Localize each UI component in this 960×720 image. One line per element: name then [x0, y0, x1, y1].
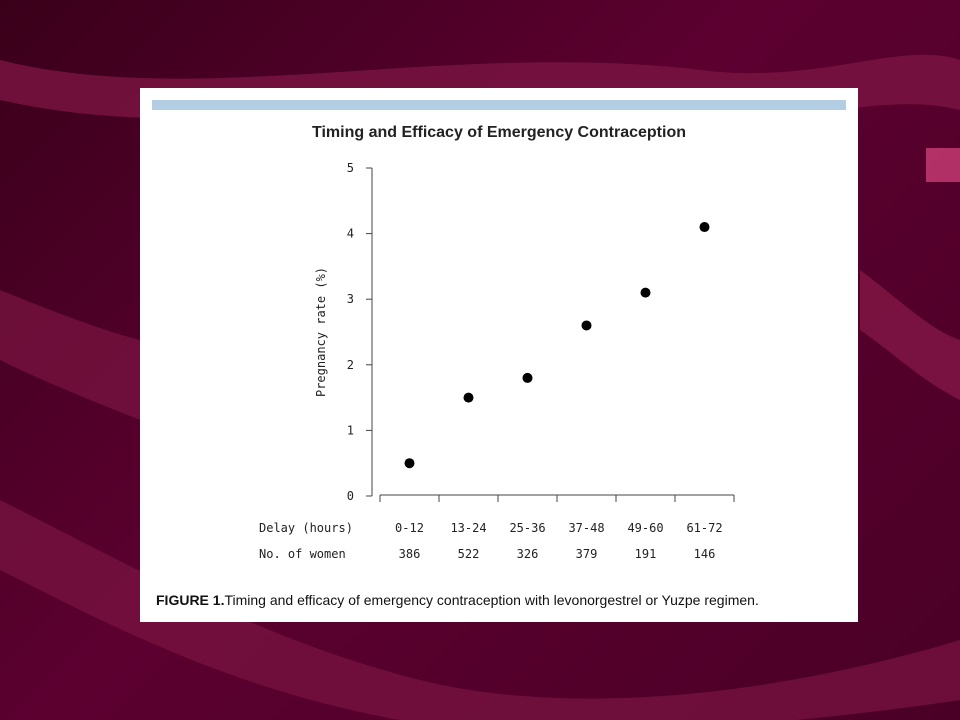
women-row-label: No. of women: [259, 547, 346, 561]
data-point: [581, 320, 592, 331]
y-tick-label: 1: [347, 423, 354, 437]
x-category-label: 0-12: [395, 521, 424, 535]
data-point: [463, 392, 474, 403]
delay-row-label: Delay (hours): [259, 521, 353, 535]
category-labels: 0-12 13-24 25-36 37-48 49-60 61-72: [395, 521, 723, 535]
x-category-label: 37-48: [568, 521, 604, 535]
women-count-label: 379: [576, 547, 598, 561]
data-point: [404, 458, 415, 469]
y-ticks: 0 1 2 3 4 5: [347, 161, 372, 503]
figure-caption: FIGURE 1.Timing and efficacy of emergenc…: [156, 592, 759, 608]
figure-panel: Timing and Efficacy of Emergency Contrac…: [140, 88, 858, 622]
data-points: [404, 222, 710, 469]
y-axis-label: Pregnancy rate (%): [314, 267, 328, 397]
women-counts: 386 522 326 379 191 146: [399, 547, 716, 561]
ribbon-bottom: [0, 500, 960, 720]
x-category-label: 13-24: [450, 521, 486, 535]
chart-title: Timing and Efficacy of Emergency Contrac…: [312, 124, 686, 141]
ribbon-accent: [926, 148, 960, 182]
y-tick-label: 0: [347, 489, 354, 503]
data-point: [522, 372, 533, 383]
ribbon-left: [0, 290, 140, 420]
women-count-label: 386: [399, 547, 421, 561]
women-count-label: 146: [694, 547, 716, 561]
x-category-label: 49-60: [627, 521, 663, 535]
y-tick-label: 2: [347, 358, 354, 372]
ribbon-right: [860, 270, 960, 400]
y-tick-label: 4: [347, 227, 354, 241]
y-tick-label: 3: [347, 292, 354, 306]
women-count-label: 522: [458, 547, 480, 561]
caption-text: Timing and efficacy of emergency contrac…: [224, 592, 759, 608]
x-category-label: 61-72: [686, 521, 722, 535]
y-tick-label: 5: [347, 161, 354, 175]
data-point: [699, 222, 710, 233]
x-ticks: [379, 495, 735, 502]
caption-label: FIGURE 1.: [156, 592, 225, 608]
header-bar: [152, 100, 846, 110]
x-category-label: 25-36: [509, 521, 545, 535]
women-count-label: 326: [517, 547, 539, 561]
women-count-label: 191: [635, 547, 657, 561]
data-point: [640, 287, 651, 298]
